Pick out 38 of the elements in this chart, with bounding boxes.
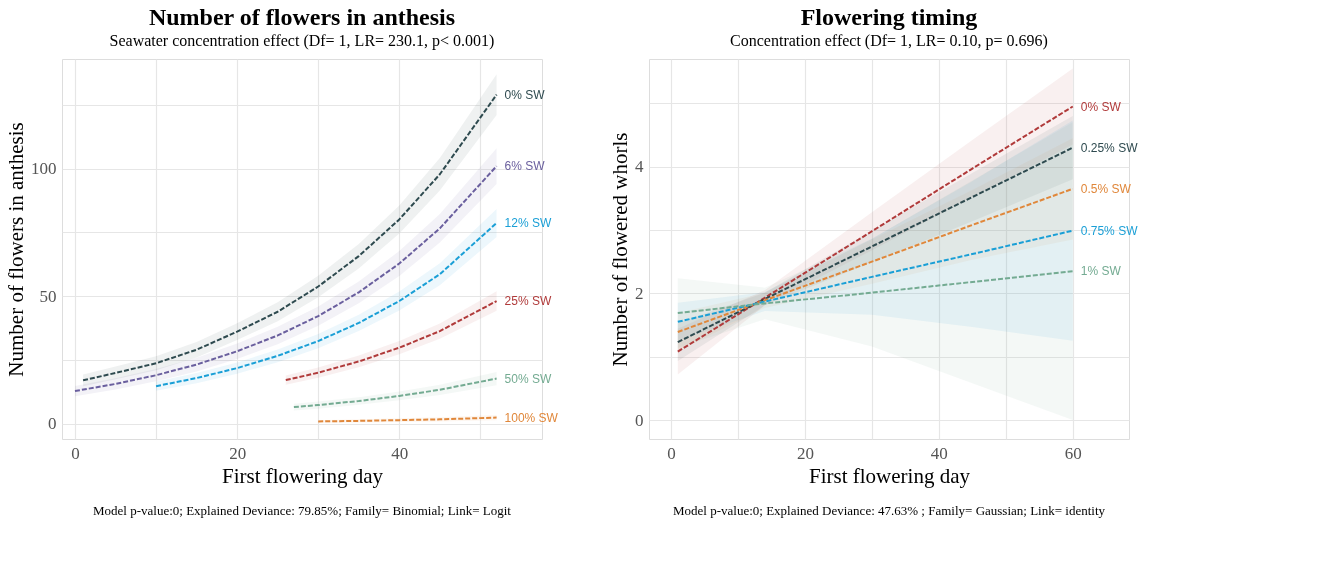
x-tick-label: 60 [1064, 443, 1082, 463]
series-label: 1% SW [1080, 264, 1122, 279]
series-label: 25% SW [504, 294, 552, 309]
chart-title: Number of flowers in anthesis [148, 4, 456, 30]
series-label: 6% SW [504, 159, 546, 174]
x-tick-label: 20 [229, 443, 247, 463]
text: Model p-value:0; Explained Deviance: 79.85%; Family= Binomial; Link= Logit [93, 503, 512, 518]
x-axis-title: First flowering day [222, 463, 384, 488]
series-label: 100% SW [504, 410, 559, 425]
x-tick-label: 40 [391, 443, 409, 463]
x-tick-label: 20 [796, 443, 814, 463]
line-series [676, 229, 1074, 323]
y-axis-title: Number of flowered whorls [608, 132, 632, 367]
text: Model p-value:0; Explained Deviance: 47.63% ; Family= Gaussian; Link= identity [672, 503, 1106, 518]
series-label: 12% SW [504, 215, 552, 230]
line-series [292, 377, 498, 409]
y-tick-label: 50 [39, 286, 57, 306]
series-label: 0.75% SW [1080, 223, 1139, 238]
y-tick-label: 0 [635, 410, 644, 430]
series-label: 50% SW [504, 371, 552, 386]
x-tick-label: 0 [667, 443, 676, 463]
y-axis-title: Number of flowers in anthesis [4, 122, 28, 377]
chart-subtitle: Concentration effect (Df= 1, LR= 0.10, p= 0.696) [730, 32, 1048, 50]
y-tick-label: 2 [635, 283, 644, 303]
line-series [676, 270, 1074, 314]
x-tick-label: 40 [930, 443, 948, 463]
chart-subtitle: Seawater concentration effect (Df= 1, LR= 230.1, p< 0.001) [109, 32, 495, 50]
x-axis-title: First flowering day [809, 463, 971, 488]
y-tick-label: 0 [48, 414, 57, 434]
series-label: 0.5% SW [1080, 181, 1132, 196]
y-tick-label: 100 [31, 159, 57, 179]
x-tick-label: 0 [71, 443, 80, 463]
chart-title: Flowering timing [800, 4, 978, 30]
series-label: 0% SW [1080, 99, 1122, 114]
y-tick-label: 4 [635, 157, 644, 177]
line-series [676, 187, 1074, 333]
series-label: 0% SW [504, 87, 546, 102]
series-label: 0.25% SW [1080, 140, 1139, 155]
